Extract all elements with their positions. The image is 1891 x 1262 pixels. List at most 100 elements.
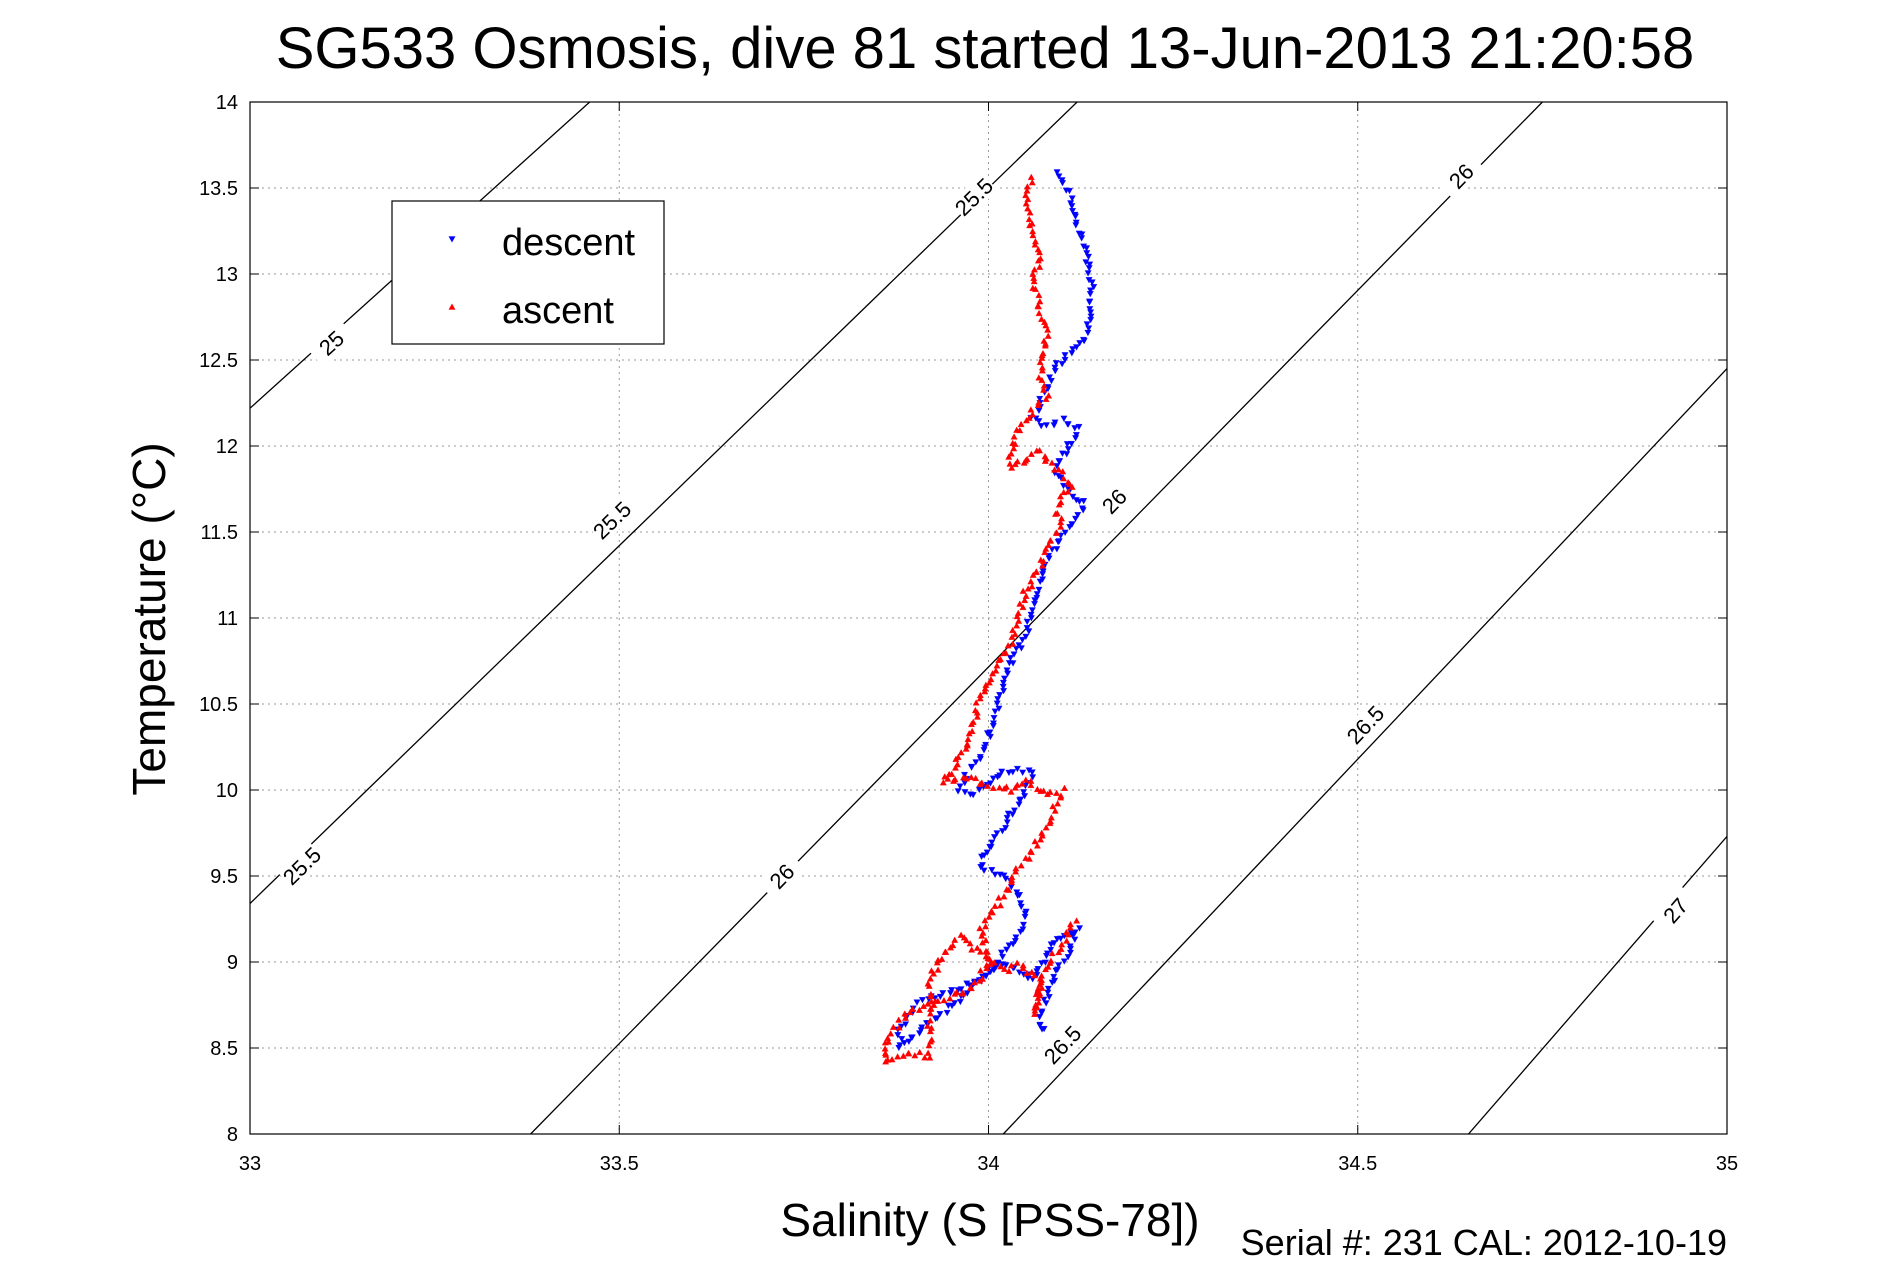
ascent-point	[927, 1005, 935, 1012]
ascent-point	[965, 730, 973, 737]
ascent-point	[1033, 1003, 1041, 1011]
ascent-point	[967, 984, 974, 991]
ascent-point	[1036, 358, 1044, 365]
ascent-point	[1030, 972, 1038, 979]
y-tick-label: 14	[216, 92, 238, 114]
ascent-point	[1045, 541, 1052, 548]
descent-point	[900, 1040, 908, 1047]
ascent-point	[894, 1053, 902, 1060]
ascent-point	[1063, 937, 1071, 944]
descent-point	[1087, 316, 1095, 324]
ascent-point	[982, 936, 990, 944]
ascent-point	[926, 1054, 934, 1061]
ascent-point	[993, 662, 1001, 669]
ascent-point	[1028, 179, 1036, 186]
y-tick-label: 11.5	[201, 522, 238, 544]
descent-point	[1068, 350, 1076, 357]
descent-point	[1075, 498, 1083, 505]
ascent-point	[987, 907, 995, 915]
ascent-point	[979, 939, 986, 946]
descent-point	[990, 834, 998, 841]
descent-point	[1035, 407, 1043, 414]
ascent-point	[978, 779, 986, 786]
legend-marker-ascent	[448, 303, 456, 310]
ascent-point	[1034, 257, 1042, 264]
descent-point	[1000, 688, 1008, 695]
ascent-point	[884, 1056, 892, 1063]
descent-point	[1005, 942, 1013, 949]
descent-point	[1036, 1014, 1044, 1021]
ascent-point	[904, 1050, 912, 1057]
y-tick-label: 13.5	[199, 178, 238, 200]
ascent-point	[1027, 406, 1035, 413]
ascent-point	[1068, 483, 1076, 490]
ascent-point	[1046, 788, 1054, 795]
ascent-point	[957, 749, 965, 756]
ascent-point	[1000, 893, 1008, 900]
x-axis-label: Salinity (S [PSS-78])	[780, 1194, 1199, 1246]
descent-point	[1017, 645, 1025, 652]
y-tick-label: 12.5	[199, 350, 238, 372]
descent-point	[913, 999, 921, 1006]
descent-point	[1079, 507, 1087, 514]
ascent-point	[1029, 231, 1037, 239]
density-contour-26.5	[1002, 368, 1727, 1134]
descent-point	[1088, 279, 1096, 286]
ascent-point	[1047, 814, 1055, 821]
ascent-point	[1011, 440, 1019, 447]
descent-point	[1048, 979, 1056, 986]
ascent-point	[926, 1017, 934, 1024]
descent-point	[956, 783, 964, 790]
descent-point	[1021, 913, 1029, 921]
descent-point	[1036, 1022, 1044, 1029]
ascent-point	[962, 936, 970, 944]
descent-point	[1009, 769, 1017, 776]
descent-point	[1083, 321, 1091, 328]
legend-marker-descent	[448, 236, 456, 243]
ascent-point	[995, 894, 1003, 901]
descent-point	[1044, 989, 1052, 996]
descent-point	[954, 788, 962, 795]
descent-point	[1041, 959, 1049, 966]
ascent-point	[920, 1002, 928, 1009]
descent-point	[1069, 932, 1077, 939]
descent-point	[1087, 309, 1095, 316]
ascent-point	[1027, 781, 1035, 789]
descent-point	[1002, 962, 1010, 969]
ascent-point	[1009, 626, 1017, 634]
ascent-point	[1024, 205, 1032, 212]
ascent-point	[1052, 510, 1059, 517]
descent-point	[1047, 378, 1055, 385]
ascent-point	[1027, 173, 1035, 180]
ascent-point	[1004, 642, 1012, 649]
ascent-point	[976, 977, 984, 984]
ascent-point	[902, 1014, 909, 1021]
descent-point	[1038, 1010, 1046, 1017]
descent-point	[1039, 571, 1047, 578]
descent-point	[936, 1011, 944, 1018]
ascent-point	[1022, 200, 1030, 207]
descent-point	[1048, 546, 1056, 553]
ascent-point	[1007, 788, 1015, 795]
ascent-point	[1022, 854, 1030, 861]
descent-point	[1031, 601, 1039, 608]
ascent-point	[926, 975, 934, 982]
ascent-point	[1040, 787, 1048, 794]
ascent-point	[924, 1022, 931, 1029]
y-tick-label: 8	[227, 1124, 238, 1146]
descent-point	[999, 953, 1007, 961]
ascent-point	[951, 990, 959, 997]
ascent-point	[1027, 578, 1035, 585]
descent-point	[1053, 169, 1061, 176]
descent-point	[1087, 287, 1094, 294]
ascent-point	[1049, 802, 1057, 810]
descent-point	[1035, 418, 1043, 425]
ascent-point	[982, 923, 990, 930]
ascent-point	[1066, 480, 1074, 487]
ascent-point	[1031, 241, 1039, 248]
ascent-point	[887, 1030, 895, 1037]
ascent-point	[930, 1001, 938, 1008]
ascent-point	[990, 959, 998, 966]
descent-point	[1035, 586, 1043, 594]
legend-label-ascent: ascent	[502, 290, 614, 332]
